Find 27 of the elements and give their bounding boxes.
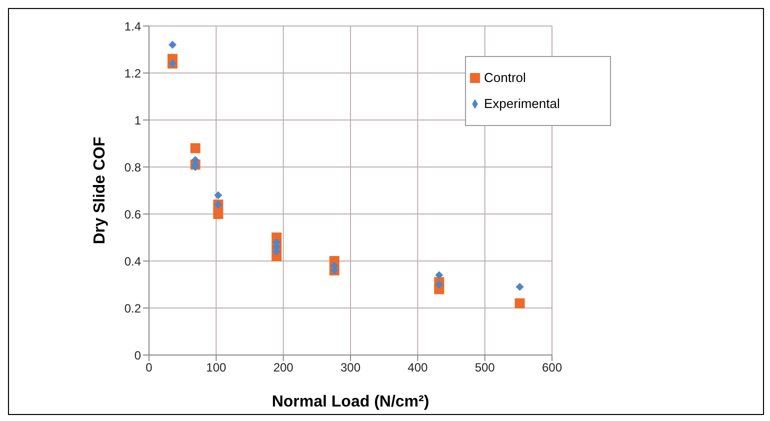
point <box>514 298 525 308</box>
x-tick-label: 200 <box>273 360 294 375</box>
point <box>190 143 200 154</box>
point <box>516 282 524 291</box>
point <box>435 280 444 288</box>
legend-label: Control <box>484 70 526 85</box>
x-tick-label: 500 <box>474 360 496 375</box>
y-axis-title: Dry Slide COF <box>92 136 109 244</box>
y-tick-label: 1.4 <box>124 19 142 34</box>
x-tick-label: 400 <box>408 360 428 375</box>
point <box>435 271 444 280</box>
y-tick-label: 1 <box>134 113 142 128</box>
x-tick-label: 100 <box>206 360 226 375</box>
x-axis-title: Normal Load (N/cm²) <box>272 393 430 410</box>
point <box>168 40 177 49</box>
legend-label: Experimental <box>484 96 560 111</box>
point <box>213 209 224 219</box>
y-tick-label: 1.2 <box>124 66 142 80</box>
x-tick-label: 0 <box>146 360 153 375</box>
y-tick-label: 0.6 <box>124 207 142 222</box>
y-tick-label: 0.8 <box>124 160 142 174</box>
x-tick-label: 600 <box>542 360 562 375</box>
y-tick-label: 0.2 <box>124 301 142 316</box>
y-tick-label: 0 <box>134 348 142 362</box>
y-tick-label: 0.4 <box>124 254 142 268</box>
x-tick-label: 300 <box>340 360 361 375</box>
point <box>214 191 222 200</box>
